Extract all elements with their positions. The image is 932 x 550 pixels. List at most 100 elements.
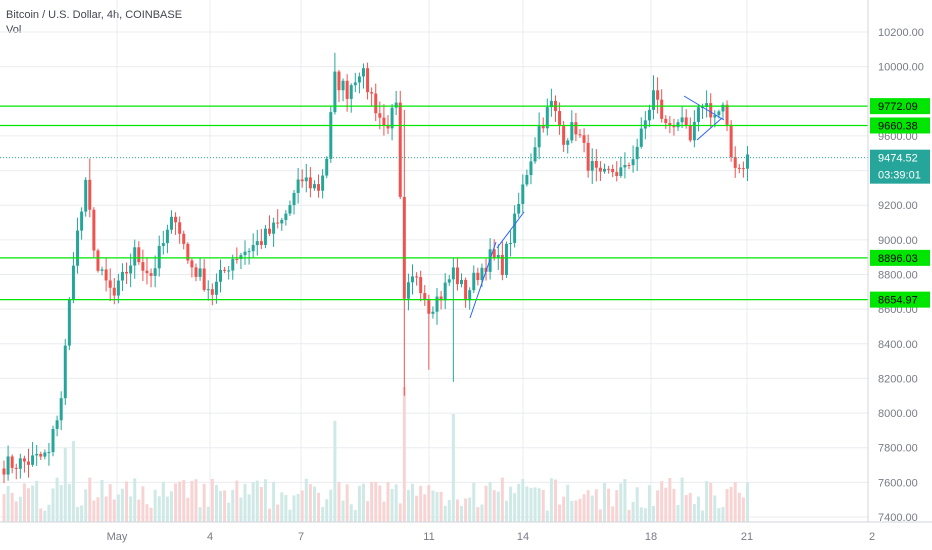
volume-bar [31, 485, 35, 522]
volume-bar [27, 488, 31, 522]
volume-bar [47, 504, 51, 522]
volume-bar [349, 504, 353, 522]
candle-body [104, 269, 108, 281]
volume-bar [39, 508, 43, 522]
volume-bar [476, 507, 480, 522]
candle-body [227, 270, 231, 272]
volume-bar [713, 495, 717, 522]
volume-bar [84, 489, 88, 522]
volume-bar [300, 490, 304, 522]
volume-bar [165, 496, 169, 522]
candle-body [55, 420, 59, 429]
candle-body [67, 299, 71, 346]
candle-body [35, 453, 39, 456]
volume-bar [468, 497, 472, 522]
volume-bar [696, 496, 700, 522]
volume-bar [472, 482, 476, 522]
volume-bar [6, 485, 10, 522]
candle-body [692, 121, 696, 141]
volume-bar [317, 492, 321, 522]
candle-body [680, 117, 684, 123]
volume-bar [145, 504, 149, 522]
candle-body [619, 167, 623, 176]
candle-body [500, 254, 504, 275]
volume-bar [488, 481, 492, 522]
candle-body [733, 157, 737, 168]
volume-bar [312, 486, 316, 522]
volume-bar [169, 491, 173, 522]
volume-bar [2, 494, 6, 522]
candle-body [308, 177, 312, 189]
volume-series [2, 387, 749, 522]
volume-bar [447, 499, 451, 522]
volume-bar [239, 497, 243, 522]
candle-body [296, 179, 300, 193]
candle-body [292, 192, 296, 206]
volume-bar [672, 488, 676, 522]
volume-bar [419, 485, 423, 522]
candle-body [709, 103, 713, 118]
candle-body [741, 168, 745, 170]
volume-bar [116, 494, 120, 522]
x-tick-label: 14 [517, 531, 529, 543]
candle-body [43, 452, 47, 457]
candle-body [562, 125, 566, 145]
candle-body [312, 184, 316, 189]
candle-body [390, 107, 394, 129]
volume-bar [280, 492, 284, 522]
candle-body [447, 279, 451, 283]
volume-bar [59, 485, 63, 522]
time-axis: May 4 7 11 14 18 21 2 [0, 521, 932, 543]
candle-body [423, 293, 427, 300]
volume-bar [35, 480, 39, 522]
candle-body [120, 271, 124, 281]
volume-indicator-label: Vol [6, 24, 22, 36]
candle-body [419, 277, 423, 294]
candle-body [664, 118, 668, 123]
volume-bar [558, 504, 562, 522]
volume-bar [141, 486, 145, 522]
volume-bar [272, 481, 276, 522]
volume-bar [709, 482, 713, 522]
candle-body [112, 287, 116, 296]
volume-bar [402, 387, 406, 522]
y-tick-label: 7800.00 [878, 443, 918, 455]
candle-body [10, 456, 14, 468]
candle-body [717, 111, 721, 116]
candle-body [108, 280, 112, 288]
volume-bar [198, 507, 202, 522]
volume-bar [627, 509, 631, 522]
candle-body [411, 276, 414, 283]
volume-bar [108, 484, 112, 522]
volume-bar [390, 488, 394, 522]
candle-body [570, 122, 574, 141]
volume-bar [676, 504, 680, 522]
candle-body [219, 269, 223, 282]
candle-body [652, 90, 656, 110]
volume-bar [100, 480, 104, 522]
volume-bar [415, 495, 419, 522]
candle-body [537, 126, 541, 148]
candle-series [2, 52, 749, 484]
candle-body [2, 468, 6, 475]
candle-body [345, 80, 349, 99]
candle-body [656, 90, 660, 100]
candle-body [349, 85, 353, 99]
candle-body [672, 125, 676, 128]
candle-body [582, 135, 586, 143]
candle-body [198, 268, 202, 277]
chart-title: Bitcoin / U.S. Dollar, 4h, COINBASE [6, 9, 183, 21]
candle-body [243, 251, 247, 256]
volume-bar [353, 510, 357, 522]
volume-bar [366, 501, 370, 522]
candle-body [129, 265, 133, 274]
volume-bar [423, 494, 427, 522]
volume-bar [157, 496, 161, 522]
volume-bar [570, 500, 574, 522]
volume-bar [631, 501, 635, 522]
candle-body [276, 222, 280, 224]
candle-body [737, 167, 741, 169]
candle-body [161, 243, 165, 246]
volume-bar [202, 483, 206, 522]
